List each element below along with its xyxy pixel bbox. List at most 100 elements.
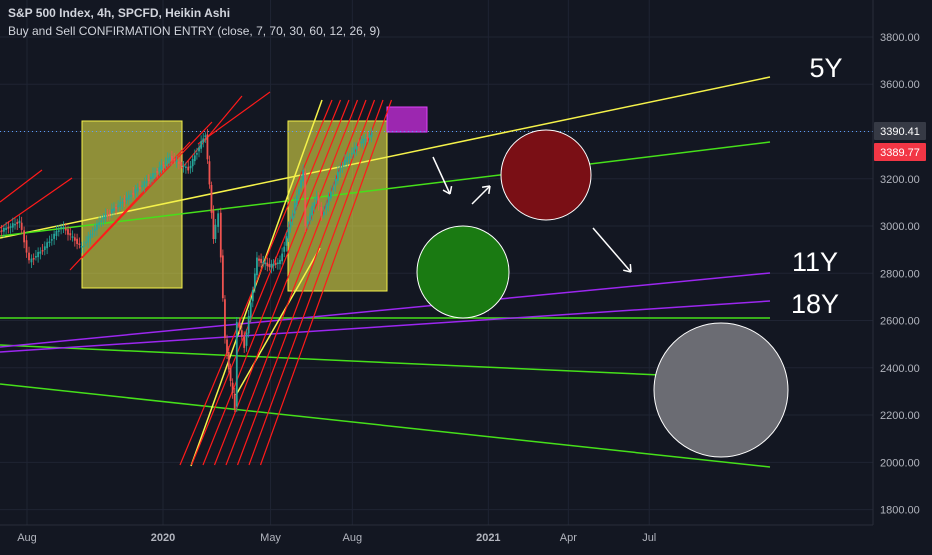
candle-body xyxy=(243,337,245,348)
candle-body xyxy=(313,202,315,207)
candle-body xyxy=(236,322,238,407)
candle-body xyxy=(90,234,92,238)
candle-body xyxy=(250,302,252,317)
candle-body xyxy=(74,237,76,240)
sell-zone-circle xyxy=(501,130,591,220)
candle-body xyxy=(356,146,358,150)
candle-body xyxy=(58,230,60,232)
candle-body xyxy=(94,229,96,232)
candle-body xyxy=(358,145,360,147)
candle-body xyxy=(279,260,281,264)
candle-body xyxy=(154,173,156,175)
candle-body xyxy=(342,165,344,167)
candle-body xyxy=(364,139,366,141)
candle-body xyxy=(198,147,200,151)
candle-body xyxy=(173,159,175,161)
candle-body xyxy=(296,195,298,205)
candle-body xyxy=(194,155,196,161)
candle-body xyxy=(307,221,309,224)
candle-body xyxy=(69,233,71,235)
candle-body xyxy=(148,180,150,182)
candle-body xyxy=(339,168,341,173)
candle-body xyxy=(268,264,270,267)
candle-body xyxy=(113,208,115,211)
candle-body xyxy=(137,188,139,192)
candle-body xyxy=(320,207,322,216)
candle-body xyxy=(103,217,105,220)
candle-body xyxy=(283,247,285,252)
candle-body xyxy=(31,259,33,263)
candle-body xyxy=(83,245,85,247)
candle-body xyxy=(200,141,202,149)
price-tag-label: 3389.77 xyxy=(880,147,920,159)
candle-body xyxy=(156,171,158,173)
candle-body xyxy=(232,383,234,393)
price-tag-label: 3390.41 xyxy=(880,126,920,138)
candle-body xyxy=(87,236,89,242)
candle-body xyxy=(304,172,306,226)
candle-body xyxy=(332,187,334,190)
candle-body xyxy=(204,135,206,137)
price-tick-label: 2800.00 xyxy=(880,268,920,280)
indicator-legend[interactable]: Buy and Sell CONFIRMATION ENTRY (close, … xyxy=(8,24,380,38)
candle-body xyxy=(178,162,180,164)
candle-body xyxy=(281,254,283,262)
candle-body xyxy=(63,227,65,229)
candle-body xyxy=(353,148,355,154)
candle-body xyxy=(351,153,353,155)
candle-body xyxy=(124,200,126,202)
candle-body xyxy=(344,160,346,165)
candle-body xyxy=(252,290,254,301)
candle-body xyxy=(56,231,58,236)
candle-body xyxy=(234,394,236,409)
candle-body xyxy=(12,223,14,227)
candle-body xyxy=(98,222,100,225)
candle-body xyxy=(119,202,121,207)
candle-body xyxy=(139,187,141,189)
time-tick-label: 2021 xyxy=(476,532,500,544)
timeframe-label-5y: 5Y xyxy=(809,53,842,83)
candle-body xyxy=(246,333,248,346)
target-box xyxy=(387,107,427,132)
candle-body xyxy=(215,225,217,239)
candle-body xyxy=(76,239,78,244)
candle-body xyxy=(318,196,320,204)
candle-body xyxy=(169,157,171,160)
candle-body xyxy=(302,170,304,181)
candle-body xyxy=(254,274,256,289)
candle-body xyxy=(228,352,230,369)
candle-body xyxy=(135,189,137,193)
candle-body xyxy=(207,134,209,159)
candle-body xyxy=(23,230,25,242)
candle-body xyxy=(171,156,173,161)
candle-body xyxy=(260,259,262,263)
candle-body xyxy=(226,340,228,354)
candle-body xyxy=(271,264,273,268)
candle-body xyxy=(109,213,111,215)
candle-body xyxy=(220,213,222,258)
candle-body xyxy=(262,262,264,264)
candle-body xyxy=(21,223,23,230)
candle-body xyxy=(92,233,94,235)
chart-title[interactable]: S&P 500 Index, 4h, SPCFD, Heikin Ashi xyxy=(8,6,230,20)
candle-body xyxy=(16,222,18,224)
candle-body xyxy=(196,153,198,155)
candle-body xyxy=(330,192,332,199)
candle-body xyxy=(39,252,41,254)
candle-body xyxy=(115,207,117,209)
time-tick-label: Jul xyxy=(642,532,656,544)
candle-body xyxy=(1,230,3,232)
candle-body xyxy=(211,185,213,213)
timeframe-label-11y: 11Y xyxy=(792,247,838,277)
candle-body xyxy=(85,242,87,244)
candle-body xyxy=(335,179,337,186)
candle-body xyxy=(337,172,339,181)
candle-body xyxy=(130,195,132,197)
candle-body xyxy=(165,163,167,165)
candle-body xyxy=(132,193,134,195)
candle-body xyxy=(294,203,296,214)
candle-body xyxy=(167,158,169,163)
price-tick-label: 3800.00 xyxy=(880,32,920,44)
